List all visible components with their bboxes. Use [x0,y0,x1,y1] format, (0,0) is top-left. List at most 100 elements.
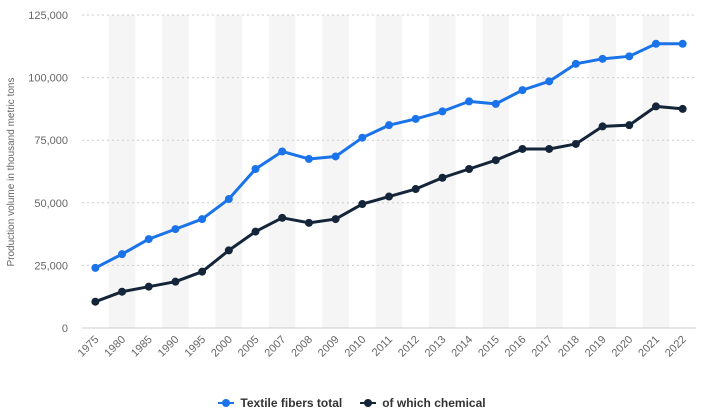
x-tick-label: 2000 [209,334,235,360]
x-tick-label: 2019 [583,334,609,360]
data-point-series-2[interactable] [331,215,340,224]
data-point-series-1[interactable] [331,152,340,161]
data-point-series-1[interactable] [545,77,554,86]
x-tick-label: 1985 [129,334,155,360]
data-point-series-2[interactable] [118,287,127,296]
background-band [215,15,243,328]
data-point-series-2[interactable] [465,164,474,173]
x-tick-label: 2017 [529,334,555,360]
data-point-series-1[interactable] [224,195,233,204]
x-tick-label: 2022 [663,334,689,360]
alternating-bands [108,15,670,328]
background-band [322,15,349,328]
y-axis-label: Production volume in thousand metric ton… [6,78,17,267]
data-point-series-1[interactable] [518,86,527,95]
x-tick-label: 2009 [316,334,342,360]
data-point-series-2[interactable] [198,267,207,276]
data-point-series-2[interactable] [224,246,233,255]
x-tick-label: 2016 [503,334,529,360]
data-point-series-2[interactable] [678,104,687,113]
data-point-series-2[interactable] [438,173,447,182]
data-point-series-2[interactable] [545,144,554,153]
x-tick-label: 2018 [556,334,582,360]
data-point-series-1[interactable] [625,52,634,61]
data-point-series-2[interactable] [411,185,420,194]
x-tick-label: 1995 [182,334,208,360]
y-tick-label: 75,000 [34,135,68,147]
background-band [375,15,403,328]
data-point-series-1[interactable] [251,164,260,173]
background-band [268,15,296,328]
data-point-series-2[interactable] [518,144,527,153]
x-tick-label: 2012 [396,334,422,360]
data-point-series-1[interactable] [438,107,447,116]
y-tick-label: 0 [62,323,68,335]
data-point-series-1[interactable] [144,235,153,244]
data-point-series-1[interactable] [411,114,420,123]
data-point-series-2[interactable] [171,277,180,286]
x-tick-label: 2011 [370,334,395,359]
x-tick-label: 1990 [156,334,182,360]
data-point-series-1[interactable] [91,263,100,272]
y-tick-label: 25,000 [34,260,68,272]
data-point-series-1[interactable] [598,54,607,63]
data-point-series-2[interactable] [625,121,634,130]
data-point-series-1[interactable] [304,154,313,163]
x-tick-label: 2014 [449,334,475,360]
data-point-series-1[interactable] [678,39,687,48]
data-point-series-1[interactable] [278,147,287,156]
series-lines [91,39,687,306]
legend-label-series-2: of which chemical [382,396,486,410]
data-point-series-2[interactable] [651,102,660,111]
background-band [429,15,456,328]
x-tick-label: 2013 [423,334,449,360]
y-tick-label: 125,000 [28,10,68,22]
legend-item-series-2[interactable]: of which chemical [360,396,486,410]
x-tick-label: 2008 [289,334,315,360]
background-band [108,15,136,328]
y-axis-ticks: 0 25,000 50,000 75,000 100,000 125,000 [28,10,68,335]
data-point-series-2[interactable] [598,122,607,131]
background-band [589,15,616,328]
background-band [535,15,563,328]
x-tick-label: 2010 [343,334,369,360]
data-point-series-1[interactable] [358,133,367,142]
data-point-series-2[interactable] [91,297,100,306]
data-point-series-2[interactable] [385,192,393,201]
x-tick-label: 2020 [610,334,636,360]
x-axis-ticks: 1975 1980 1985 1990 1995 2000 2005 2007 2008 2009… [76,334,689,360]
x-tick-label: 2007 [263,334,289,360]
data-point-series-1[interactable] [171,225,180,234]
background-band [642,15,670,328]
data-point-series-1[interactable] [385,121,393,130]
data-point-series-1[interactable] [465,97,474,106]
data-point-series-1[interactable] [651,39,660,48]
data-point-series-2[interactable] [358,200,367,209]
data-point-series-1[interactable] [118,250,127,259]
y-tick-label: 100,000 [28,73,68,85]
data-point-series-2[interactable] [304,218,313,227]
x-tick-label: 2005 [236,334,262,360]
background-band [162,15,189,328]
gridlines [82,14,696,329]
x-tick-label: 2015 [476,334,502,360]
data-point-series-2[interactable] [144,282,153,291]
data-point-series-2[interactable] [251,227,260,236]
x-tick-label: 1980 [102,334,128,360]
legend-marker-series-2 [360,397,377,409]
data-point-series-2[interactable] [278,213,287,222]
data-point-series-1[interactable] [491,99,500,108]
legend-marker-series-1 [218,397,235,409]
legend-label-series-1: Textile fibers total [240,396,343,410]
data-point-series-1[interactable] [198,215,207,224]
x-tick-label: 1975 [76,334,102,360]
data-point-series-2[interactable] [571,139,580,148]
data-point-series-1[interactable] [571,59,580,68]
x-tick-label: 2021 [636,334,662,360]
legend-item-series-1[interactable]: Textile fibers total [218,396,342,410]
y-tick-label: 50,000 [34,198,68,210]
background-band [482,15,510,328]
data-point-series-2[interactable] [491,156,500,165]
legend: Textile fibers total of which chemical [0,396,704,410]
